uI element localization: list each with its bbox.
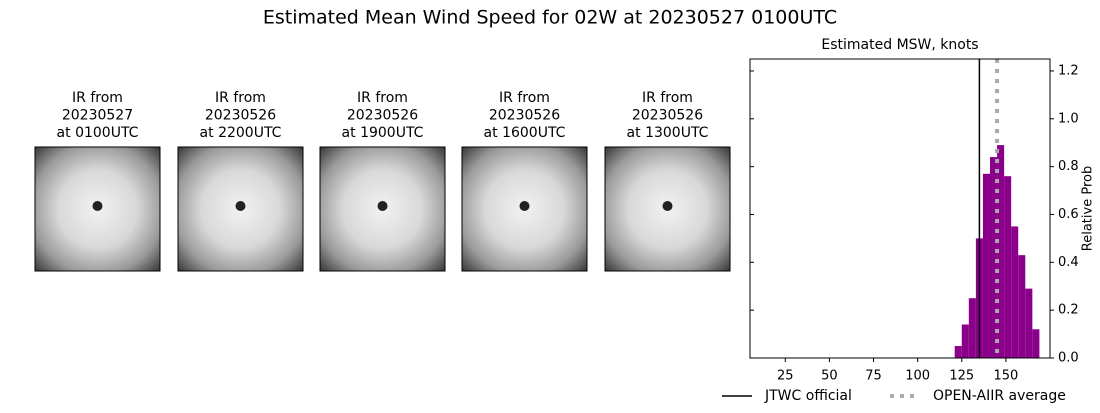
bar: [1025, 288, 1033, 358]
panel-title: IR from: [215, 90, 266, 106]
bar: [990, 157, 998, 358]
panel-title: at 0100UTC: [57, 125, 139, 141]
x-tick-label: 50: [821, 369, 838, 384]
y-tick-label: 1.2: [1058, 63, 1079, 78]
x-tick-label: 75: [865, 369, 882, 384]
bar: [1011, 226, 1019, 358]
x-tick-label: 150: [993, 369, 1018, 384]
panel-title: 20230526: [347, 108, 418, 124]
bar: [954, 346, 962, 358]
eye: [662, 201, 673, 211]
eye: [235, 201, 246, 211]
y-tick-label: 0.4: [1058, 255, 1079, 270]
panel-title: IR from: [499, 90, 550, 106]
legend-label: JTWC official: [764, 388, 852, 404]
panel-title: IR from: [357, 90, 408, 106]
eye: [377, 201, 388, 211]
panel-title: at 2200UTC: [200, 125, 282, 141]
x-tick-label: 100: [905, 369, 930, 384]
y-tick-label: 0.0: [1058, 351, 1079, 366]
figure-title: Estimated Mean Wind Speed for 02W at 202…: [263, 7, 837, 29]
panel-title: at 1300UTC: [627, 125, 709, 141]
eye: [519, 201, 530, 211]
bar: [961, 324, 969, 358]
bar: [1032, 329, 1040, 358]
axes-title: Estimated MSW, knots: [821, 37, 978, 53]
bar: [968, 298, 976, 358]
x-tick-label: 125: [949, 369, 974, 384]
panel-title: IR from: [642, 90, 693, 106]
panel-title: at 1600UTC: [484, 125, 566, 141]
y-axis-label: Relative Prob: [1081, 166, 1096, 251]
y-tick-label: 1.0: [1058, 111, 1079, 126]
panel-title: 20230526: [632, 108, 703, 124]
bar: [982, 173, 990, 358]
axes-frame: [749, 58, 1051, 359]
bar: [1004, 176, 1012, 358]
panel-title: IR from: [72, 90, 123, 106]
panel-title: at 1900UTC: [342, 125, 424, 141]
y-tick-label: 0.6: [1058, 207, 1079, 222]
panel-title: 20230526: [205, 108, 276, 124]
x-tick-label: 25: [777, 369, 794, 384]
panel-title: 20230527: [62, 108, 133, 124]
bar: [1018, 255, 1026, 358]
y-tick-label: 0.8: [1058, 159, 1079, 174]
bar: [997, 145, 1005, 358]
panel-title: 20230526: [489, 108, 560, 124]
eye: [92, 201, 103, 211]
legend-label: OPEN-AIIR average: [933, 388, 1066, 404]
y-tick-label: 0.2: [1058, 303, 1079, 318]
